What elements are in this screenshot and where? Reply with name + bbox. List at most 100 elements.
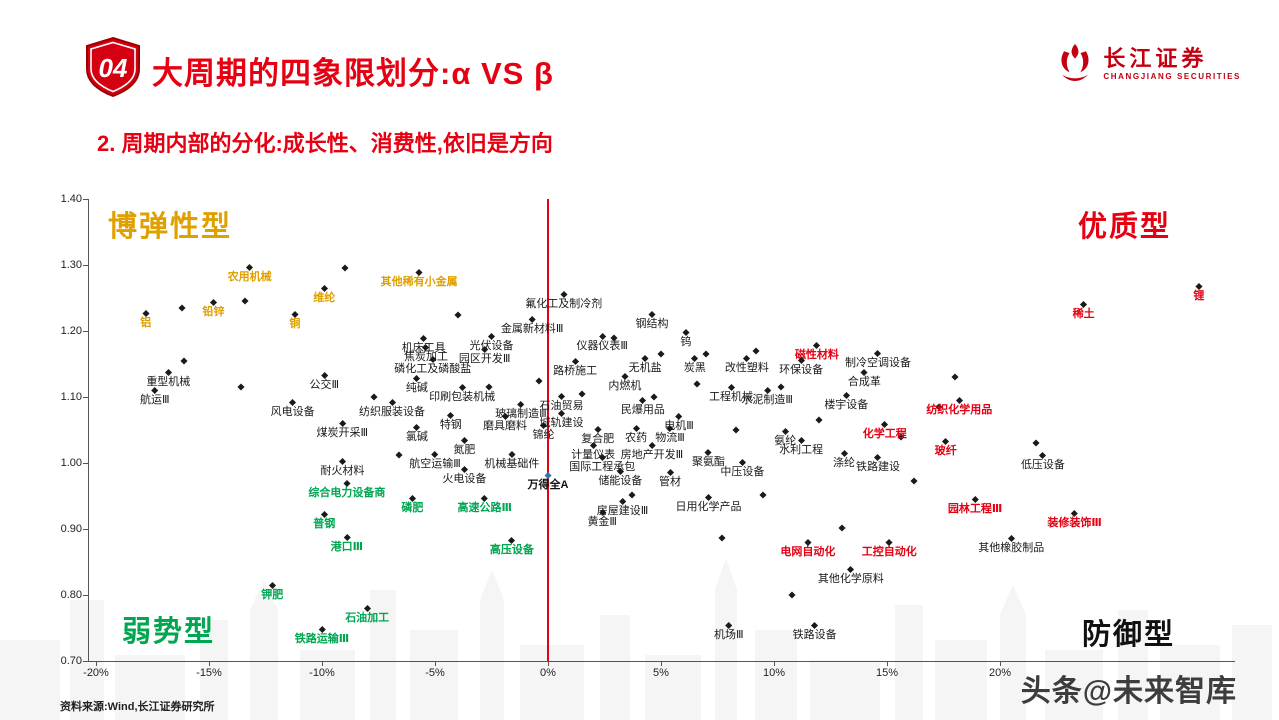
diamond-marker xyxy=(343,479,351,487)
scatter-point: 合成革 xyxy=(847,368,881,389)
scatter-point: 铁路设备 xyxy=(792,621,837,642)
point-label: 其他化学原料 xyxy=(817,573,884,586)
point-label: 磷肥 xyxy=(401,501,424,514)
diamond-marker xyxy=(874,349,882,357)
scatter-point-unlabeled xyxy=(718,534,726,542)
diamond-marker xyxy=(781,428,789,436)
scatter-point-unlabeled xyxy=(951,373,959,381)
diamond-marker xyxy=(338,457,346,465)
scatter-point: 复合肥 xyxy=(581,426,614,446)
scatter-point: 路桥施工 xyxy=(553,358,597,378)
point-label: 磷化工及磷酸盐 xyxy=(394,363,472,376)
diamond-marker xyxy=(460,436,468,444)
point-label: 金属新材料Ⅲ xyxy=(500,323,564,336)
scatter-point: 农药 xyxy=(625,424,647,445)
diamond-marker xyxy=(763,386,771,394)
scatter-point: 园林工程Ⅲ xyxy=(948,496,1002,516)
diamond-marker xyxy=(797,436,805,444)
point-label: 公交Ⅲ xyxy=(309,379,340,392)
diamond-marker xyxy=(487,332,496,340)
point-label: 氟化工及制冷剂 xyxy=(525,297,603,310)
y-tick-label: 1.10 xyxy=(60,391,82,403)
scatter-point: 农用机械 xyxy=(227,263,272,284)
toutiao-watermark: 头条@未来智库 xyxy=(1020,675,1237,708)
scatter-point: 环保设备 xyxy=(779,356,823,377)
diamond-marker xyxy=(691,354,699,363)
scatter-point: 铝 xyxy=(140,310,152,330)
y-tick-label: 0.70 xyxy=(60,655,82,667)
scatter-point: 钨 xyxy=(680,329,691,349)
point-label: 农用机械 xyxy=(227,270,272,283)
point-label: 城轨建设 xyxy=(539,416,584,429)
diamond-marker xyxy=(598,453,606,462)
diamond-marker xyxy=(847,566,855,574)
scatter-point: 磁性材料 xyxy=(795,341,839,362)
scatter-point-unlabeled xyxy=(759,491,767,499)
point-label: 纺织化学用品 xyxy=(926,404,993,417)
point-label: 其他稀有小金属 xyxy=(380,275,458,288)
diamond-marker xyxy=(811,621,819,629)
scatter-point: 锦纶 xyxy=(532,421,554,442)
scatter-point: 工控自动化 xyxy=(862,539,917,559)
point-label: 钾肥 xyxy=(261,589,284,602)
brand-name-english: CHANGJIANG SECURITIES xyxy=(1103,71,1241,81)
diamond-marker xyxy=(413,374,421,382)
scatter-point: 风电设备 xyxy=(270,399,315,419)
scatter-point: 稀土 xyxy=(1073,300,1095,321)
diamond-marker xyxy=(408,494,416,502)
point-label: 综合电力设备商 xyxy=(308,486,386,499)
diamond-marker xyxy=(571,358,579,366)
x-tick-label: -5% xyxy=(425,667,445,679)
point-label: 黄金Ⅲ xyxy=(587,516,618,529)
diamond-marker xyxy=(291,310,299,318)
diamond-marker xyxy=(320,372,328,380)
point-label: 装修装饰Ⅲ xyxy=(1047,517,1102,530)
point-label: 铁路设备 xyxy=(792,628,837,641)
point-label: 风电设备 xyxy=(270,406,315,419)
diamond-marker xyxy=(840,449,848,458)
y-tick-label: 0.90 xyxy=(60,523,82,535)
scatter-point: 机场Ⅲ xyxy=(714,621,744,642)
diamond-marker xyxy=(842,391,850,399)
scatter-point: 水泥制造Ⅲ xyxy=(741,386,793,407)
scatter-point: 纺织服装设备 xyxy=(359,399,425,419)
diamond-marker xyxy=(415,268,423,276)
point-label: 玻纤 xyxy=(934,445,957,458)
point-label: 涤纶 xyxy=(833,457,856,470)
point-label: 锂 xyxy=(1193,290,1205,303)
diamond-marker xyxy=(616,467,624,475)
scatter-point: 煤炭开采Ⅲ xyxy=(317,419,368,440)
point-label: 氨纶 xyxy=(774,435,797,448)
scatter-point-unlabeled xyxy=(178,304,186,312)
diamond-marker xyxy=(318,625,326,633)
diamond-marker xyxy=(246,263,254,271)
point-label: 铝 xyxy=(140,317,152,330)
point-label: 光伏设备 xyxy=(469,339,514,352)
scatter-point: 重型机械 xyxy=(146,368,190,389)
x-tick-label: 0% xyxy=(540,667,556,679)
diamond-marker xyxy=(639,397,647,405)
x-tick-label: 15% xyxy=(875,667,899,679)
diamond-marker xyxy=(594,426,602,434)
point-label: 低压设备 xyxy=(1020,459,1065,471)
diamond-marker xyxy=(320,510,328,518)
point-label: 改性塑料 xyxy=(724,361,769,374)
scatter-point: 储能设备 xyxy=(598,467,642,488)
scatter-point: 特钢 xyxy=(440,411,462,432)
diamond-marker xyxy=(508,450,516,458)
scatter-point: 低压设备 xyxy=(1020,451,1065,472)
diamond-marker xyxy=(641,354,649,363)
scatter-point: 无机盐 xyxy=(629,354,662,375)
zero-reference-line xyxy=(547,199,549,661)
scatter-point-unlabeled xyxy=(241,297,249,305)
diamond-marker xyxy=(422,344,430,352)
diamond-marker xyxy=(431,450,439,458)
x-tick-mark xyxy=(435,661,436,666)
scatter-point: 氟化工及制冷剂 xyxy=(525,290,603,311)
scatter-point: 电网自动化 xyxy=(780,539,835,559)
point-label: 合成革 xyxy=(847,375,881,388)
scatter-point-unlabeled xyxy=(693,380,701,388)
x-tick-label: 20% xyxy=(988,667,1012,679)
diamond-marker xyxy=(1080,300,1088,308)
point-label: 计量仪表 xyxy=(571,449,616,462)
